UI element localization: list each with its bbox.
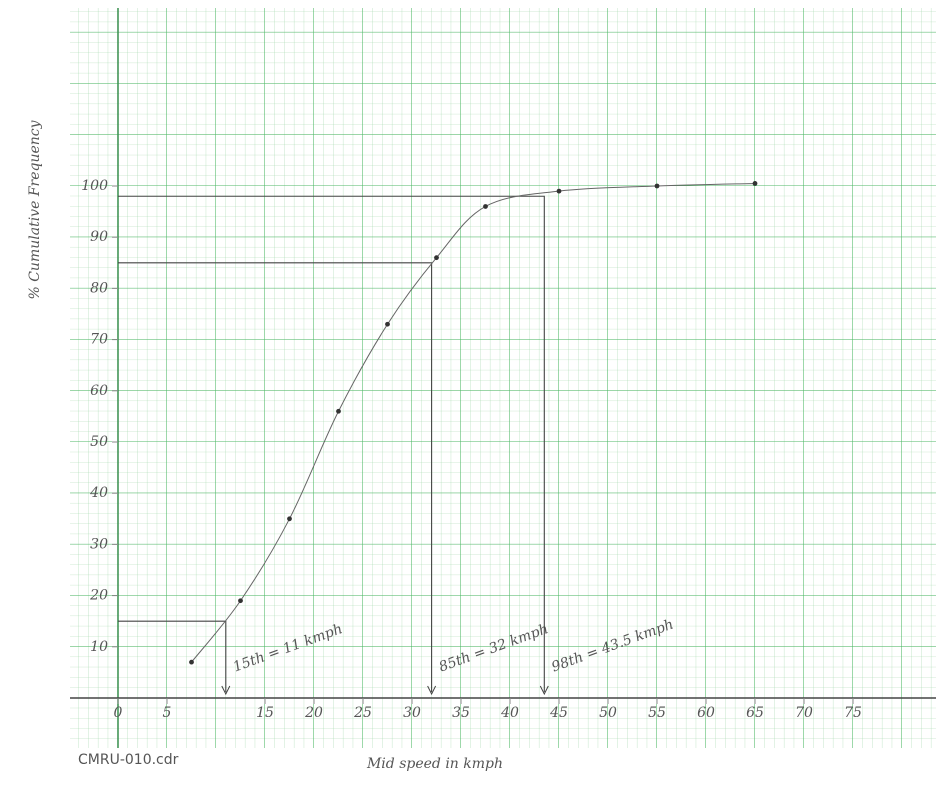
x-tick-label: 75 [844, 705, 862, 721]
x-tick-label: 40 [500, 705, 519, 721]
y-tick-label: 50 [90, 434, 108, 450]
y-tick-label: 100 [81, 178, 108, 194]
y-tick-label: 70 [90, 332, 108, 348]
data-point [434, 255, 439, 260]
data-point [483, 204, 488, 209]
x-tick-label: 25 [353, 705, 372, 721]
x-tick-label: 35 [452, 705, 470, 721]
data-point [287, 516, 292, 521]
data-point [385, 322, 390, 327]
x-tick-label: 50 [599, 705, 617, 721]
y-tick-label: 60 [90, 383, 108, 399]
y-tick-label: 30 [90, 536, 108, 552]
chart: % Cumulative Frequency Mid speed in kmph… [0, 0, 942, 798]
data-point [189, 660, 194, 665]
y-axis-title: % Cumulative Frequency [27, 119, 43, 299]
x-tick-label: 65 [746, 705, 764, 721]
x-tick-label: 60 [697, 705, 715, 721]
x-tick-label: 20 [304, 705, 323, 721]
x-tick-label: 45 [549, 705, 568, 721]
y-tick-label: 90 [90, 229, 108, 245]
x-tick-label: 0 [114, 705, 123, 721]
y-tick-label: 80 [90, 280, 108, 296]
data-point [655, 184, 660, 189]
data-point [336, 409, 341, 414]
y-tick-label: 20 [89, 588, 108, 604]
x-tick-label: 15 [256, 705, 274, 721]
x-tick-label: 55 [648, 705, 666, 721]
y-tick-label: 10 [90, 639, 108, 655]
y-tick-label: 40 [89, 485, 108, 501]
x-tick-label: 70 [795, 705, 813, 721]
data-point [753, 181, 758, 186]
x-tick-label: 30 [403, 705, 421, 721]
x-axis-title: Mid speed in kmph [366, 756, 503, 772]
x-tick-label: 5 [163, 705, 172, 721]
footer: CMRU-010.cdr [78, 752, 179, 768]
data-point [557, 189, 562, 194]
data-point [238, 598, 243, 603]
